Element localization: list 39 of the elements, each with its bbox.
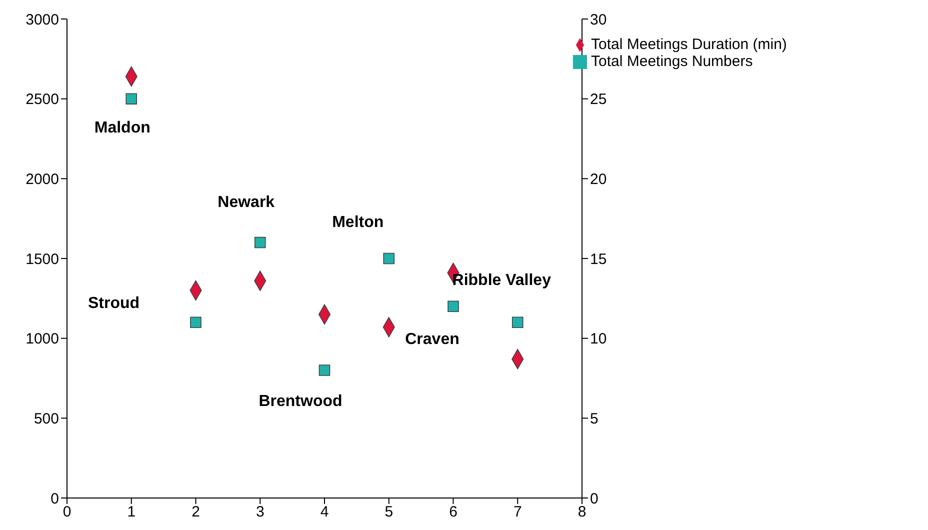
x-tick-label: 5 [384, 504, 394, 521]
legend-label: Total Meetings Duration (min) [591, 36, 787, 53]
y2-tick-label: 20 [590, 170, 607, 188]
annotation: Ribble Valley [452, 272, 552, 289]
y-tick-label: 2500 [26, 91, 59, 108]
y-tick-label: 1000 [26, 330, 59, 348]
point [512, 316, 524, 328]
x-tick-label: 1 [127, 504, 136, 521]
x-tick-label: 0 [62, 504, 72, 521]
y-tick-label: 1500 [26, 250, 59, 268]
y-tick-label: 500 [34, 410, 59, 428]
y2-tick-label: 0 [590, 490, 598, 508]
point [318, 364, 330, 376]
y2-tick-label: 30 [590, 11, 607, 28]
annotation: Melton [332, 214, 384, 231]
x-tick-label: 4 [320, 504, 329, 521]
y-tick-label: 3000 [26, 11, 59, 28]
annotation: Maldon [94, 119, 150, 136]
x-tick-label: 8 [578, 504, 586, 521]
x-tick-label: 7 [513, 504, 522, 521]
point [448, 300, 459, 312]
point [254, 236, 266, 248]
annotation: Craven [405, 330, 460, 348]
point [383, 252, 395, 264]
x-tick-label: 2 [192, 504, 200, 521]
annotation: Stroud [88, 294, 140, 312]
point [126, 93, 138, 104]
y-tick-label: 0 [50, 490, 59, 508]
y-tick-label: 2000 [26, 170, 59, 188]
x-tick-label: 3 [256, 504, 264, 521]
legend-label: Total Meetings Numbers [591, 53, 753, 70]
y2-tick-label: 10 [590, 330, 607, 348]
point [190, 316, 202, 328]
x-tick-label: 6 [449, 504, 458, 521]
annotation: Brentwood [258, 392, 342, 410]
y2-tick-label: 5 [590, 410, 598, 428]
y2-tick-label: 15 [590, 250, 607, 268]
annotation: Newark [218, 194, 275, 212]
y2-tick-label: 25 [590, 91, 607, 108]
